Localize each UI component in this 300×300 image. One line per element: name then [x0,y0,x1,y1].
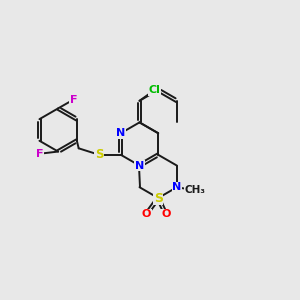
Text: Cl: Cl [149,85,161,95]
Text: N: N [172,182,182,192]
Text: F: F [36,149,44,159]
Text: CH₃: CH₃ [185,185,206,195]
Text: S: S [154,191,163,205]
Text: O: O [161,209,170,219]
Text: F: F [70,95,77,105]
Text: N: N [116,128,125,138]
Text: S: S [95,148,103,161]
Text: O: O [142,209,151,219]
Text: N: N [135,160,144,171]
